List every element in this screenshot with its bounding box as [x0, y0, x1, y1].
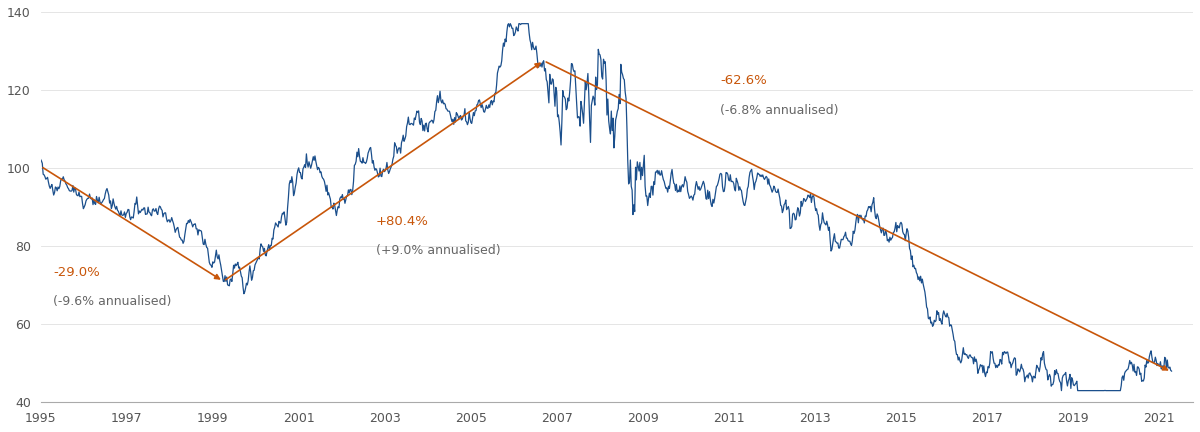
Text: (+9.0% annualised): (+9.0% annualised) [376, 244, 500, 257]
Text: (-6.8% annualised): (-6.8% annualised) [720, 104, 839, 117]
Text: -29.0%: -29.0% [54, 266, 100, 279]
Text: (-9.6% annualised): (-9.6% annualised) [54, 295, 172, 308]
Text: -62.6%: -62.6% [720, 74, 767, 87]
Text: +80.4%: +80.4% [376, 215, 428, 228]
